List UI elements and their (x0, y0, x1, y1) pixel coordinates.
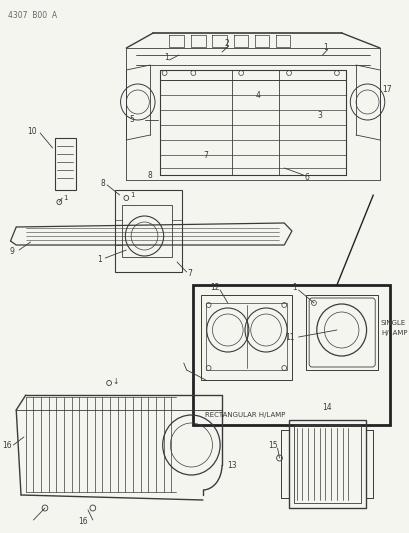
Text: 1: 1 (164, 53, 169, 62)
Text: 11: 11 (285, 333, 294, 342)
Text: 16: 16 (2, 440, 11, 449)
Bar (193, 285, 389, 425)
Text: 16: 16 (78, 518, 88, 527)
Text: 1: 1 (97, 255, 102, 264)
Bar (288, 420, 365, 508)
Text: 1: 1 (130, 192, 134, 198)
Text: RECTANGULAR H/LAMP: RECTANGULAR H/LAMP (204, 412, 285, 418)
Text: 13: 13 (226, 461, 236, 470)
Text: 10: 10 (27, 126, 37, 135)
Bar (122, 205, 172, 257)
Bar (200, 295, 291, 380)
Text: 15: 15 (267, 440, 277, 449)
Text: 8: 8 (147, 171, 152, 180)
Text: 14: 14 (322, 403, 331, 413)
Text: 7: 7 (187, 269, 192, 278)
Text: 4307  B00  A: 4307 B00 A (8, 12, 56, 20)
Text: 8: 8 (100, 179, 105, 188)
Text: 3: 3 (317, 110, 322, 119)
Text: 6: 6 (303, 173, 308, 182)
Text: 5: 5 (129, 116, 134, 125)
Bar (54, 138, 75, 190)
Bar (205, 303, 286, 370)
Text: 12: 12 (210, 282, 220, 292)
Text: 1: 1 (323, 44, 328, 52)
Text: ↓: ↓ (112, 376, 118, 385)
Bar (115, 190, 182, 272)
Text: 4: 4 (255, 91, 260, 100)
Text: 7: 7 (202, 150, 207, 159)
Bar (293, 425, 360, 503)
Text: 9: 9 (9, 247, 14, 256)
Bar (306, 295, 377, 370)
Text: SINGLE: SINGLE (380, 320, 405, 326)
Text: 1: 1 (63, 195, 67, 201)
Text: 17: 17 (381, 85, 391, 94)
Text: 2: 2 (225, 39, 229, 49)
Text: 1: 1 (291, 284, 296, 293)
Text: H/LAMP: H/LAMP (380, 330, 407, 336)
